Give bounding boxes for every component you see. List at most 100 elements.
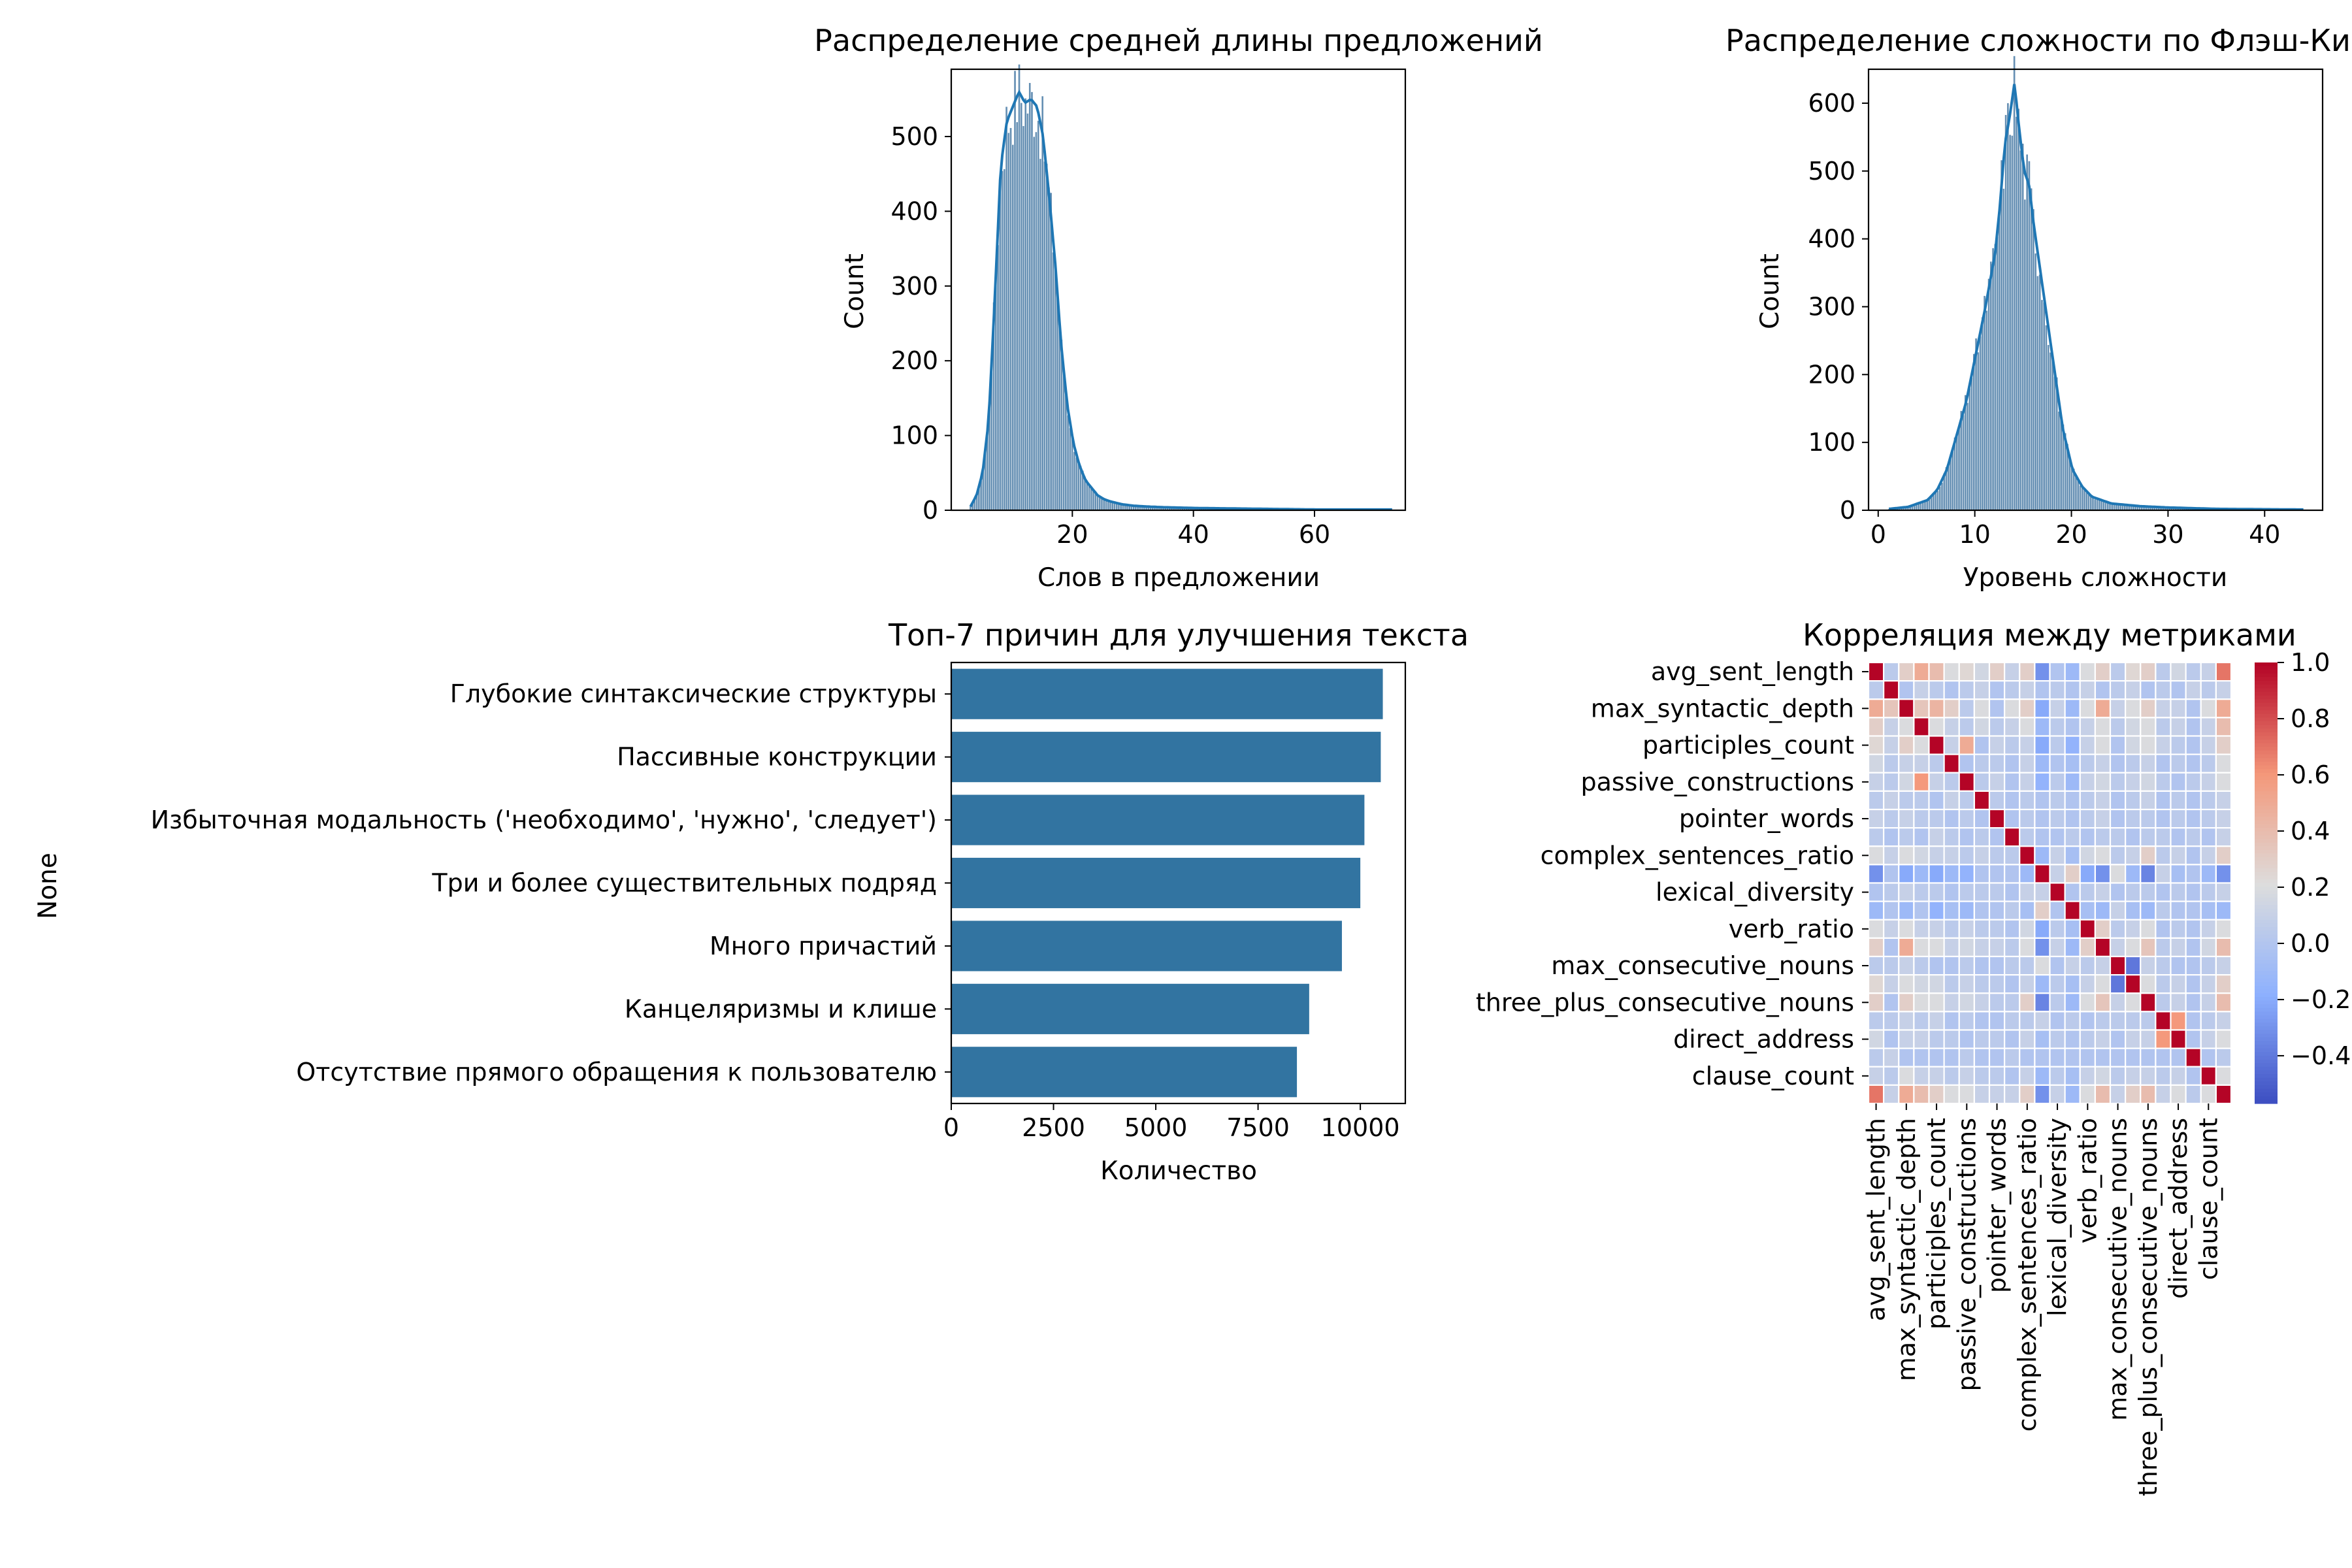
heatmap-cell [2170, 717, 2187, 737]
colorbar-segment [2255, 868, 2278, 873]
heatmap-cell [2109, 992, 2127, 1013]
heatmap-cell [2019, 790, 2036, 811]
colorbar-segment [2255, 695, 2278, 700]
x-axis-label: Количество [1100, 1156, 1257, 1186]
histogram-bar [1026, 113, 1029, 511]
histogram-bar [2053, 376, 2056, 511]
heatmap-cell [2200, 808, 2217, 829]
heatmap-cell [2034, 1084, 2051, 1105]
colorbar-tick-label: 0.6 [2291, 760, 2330, 789]
bar [951, 921, 1342, 972]
heatmap-cell [2019, 1084, 2036, 1105]
heatmap-cell [2094, 772, 2112, 792]
histogram-bar [1066, 415, 1070, 511]
heatmap-cell [1913, 992, 1930, 1013]
heatmap-cell [2125, 735, 2142, 755]
heatmap-cell [2034, 1066, 2051, 1086]
heatmap-cell [2185, 661, 2202, 682]
heatmap-cell [1973, 753, 1991, 774]
histogram-bar [1018, 64, 1021, 511]
colorbar-segment [2255, 1063, 2278, 1068]
heatmap-cell [2215, 717, 2232, 737]
heatmap-cell [1928, 1066, 1945, 1086]
heatmap-cell [2049, 790, 2066, 811]
heatmap-cell [2125, 1029, 2142, 1049]
heatmap-cell [2079, 974, 2096, 994]
heatmap-cell [2019, 717, 2036, 737]
y-tick-label: 200 [890, 346, 938, 375]
heatmap-area: avg_sent_lengthmax_syntactic_depthpartic… [1476, 657, 2232, 1496]
colorbar-segment [2255, 740, 2278, 744]
heatmap-cell [1988, 1047, 2006, 1068]
heatmap-cell [2049, 717, 2066, 737]
heatmap-cell [1943, 992, 1960, 1013]
heatmap-cell [2170, 808, 2187, 829]
heatmap-cell [2155, 1029, 2172, 1049]
histogram-bar [1985, 310, 1988, 511]
heatmap-cell [2185, 717, 2202, 737]
heatmap-cell [2094, 1047, 2112, 1068]
colorbar-segment [2255, 872, 2278, 876]
heatmap-cell [2140, 827, 2157, 847]
heatmap-cell [1973, 955, 1991, 976]
heatmap-cell [1988, 661, 2006, 682]
heatmap-cell [1867, 864, 1885, 884]
heatmap-cell [1943, 919, 1960, 939]
heatmap-cell [1973, 1084, 1991, 1105]
heatmap-cell [2200, 937, 2217, 958]
heatmap-cell [1958, 900, 1975, 921]
colorbar-segment [2255, 1000, 2278, 1005]
histogram-bar [1970, 377, 1973, 511]
heatmap-cell [2094, 882, 2112, 902]
colorbar-segment [2255, 1052, 2278, 1056]
heatmap-cell [2019, 937, 2036, 958]
heatmap-cell [1943, 864, 1960, 884]
column-label: lexical_diversity [2043, 1118, 2072, 1316]
colorbar-segment [2255, 898, 2278, 902]
histogram-bar [1009, 127, 1012, 511]
axes-frame [1867, 68, 2324, 512]
colorbar-segment [2255, 677, 2278, 681]
column-label: three_plus_consecutive_nouns [2134, 1118, 2163, 1496]
heatmap-cell [1943, 717, 1960, 737]
heatmap-cell [2170, 882, 2187, 902]
heatmap-cell [2200, 790, 2217, 811]
heatmap-cell [2079, 1066, 2096, 1086]
colorbar-segment [2255, 901, 2278, 906]
chart-title: Корреляция между метриками [1803, 617, 2296, 653]
heatmap-cell [2125, 827, 2142, 847]
heatmap-cell [1943, 827, 1960, 847]
heatmap-cell [1913, 1011, 1930, 1031]
heatmap-cell [2200, 772, 2217, 792]
histogram-bar [1054, 269, 1057, 511]
row-label: lexical_diversity [1656, 878, 1854, 907]
heatmap-cell [2185, 735, 2202, 755]
heatmap-cell [2185, 772, 2202, 792]
histogram-bar [1966, 402, 1969, 511]
heatmap-cell [2019, 827, 2036, 847]
heatmap-cell [2034, 1029, 2051, 1049]
heatmap-cell [2155, 845, 2172, 866]
heatmap-cell [2109, 661, 2127, 682]
heatmap-cell [2125, 845, 2142, 866]
heatmap-cell [2079, 680, 2096, 700]
heatmap-cell [2049, 1066, 2066, 1086]
colorbar-segment [2255, 684, 2278, 689]
colorbar-segment [2255, 732, 2278, 737]
heatmap-cell [2064, 992, 2081, 1013]
heatmap-cell [2215, 661, 2232, 682]
row-label: direct_address [1673, 1025, 1854, 1054]
heatmap-cell [2200, 1011, 2217, 1031]
heatmap-cell [2155, 919, 2172, 939]
histogram-bar [1972, 353, 1976, 511]
colorbar-segment [2255, 996, 2278, 1002]
colorbar-segment [2255, 857, 2278, 862]
x-tick-label: 30 [2152, 520, 2183, 549]
heatmap-cell [2170, 1084, 2187, 1105]
heatmap-cell [2094, 955, 2112, 976]
heatmap-cell [2125, 919, 2142, 939]
heatmap-cell [2125, 680, 2142, 700]
histogram-bar [2093, 498, 2097, 511]
heatmap-cell [2170, 680, 2187, 700]
histogram-bar [2017, 108, 2020, 511]
